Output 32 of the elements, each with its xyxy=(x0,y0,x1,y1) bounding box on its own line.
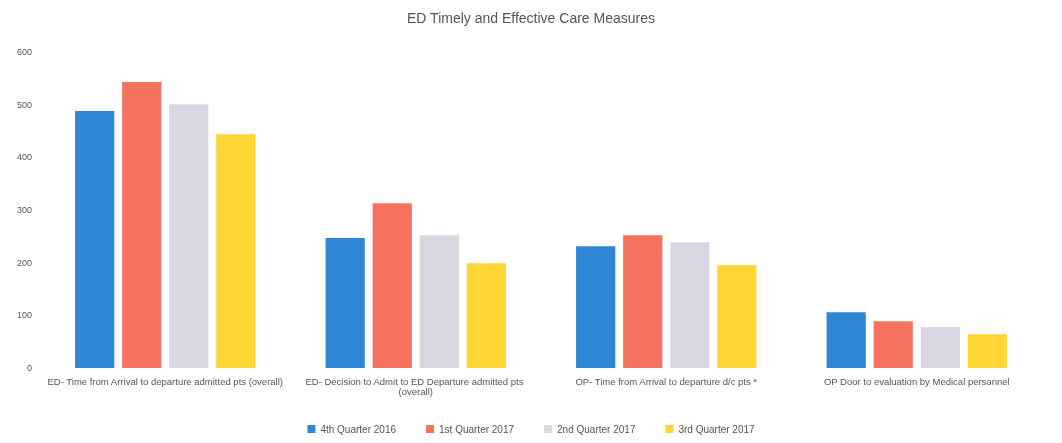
y-tick-label: 100 xyxy=(16,310,32,321)
bar xyxy=(826,312,866,368)
legend-label: 1st Quarter 2017 xyxy=(439,423,515,435)
bar xyxy=(920,326,960,368)
legend-label: 2nd Quarter 2017 xyxy=(557,423,636,435)
y-tick-label: 400 xyxy=(16,152,32,163)
bar xyxy=(169,104,209,368)
bar xyxy=(75,110,115,368)
bar xyxy=(325,237,365,368)
x-tick-label: OP Door to evaluation by Medical personnel xyxy=(823,375,1010,387)
bar xyxy=(372,203,412,368)
chart-title: ED Timely and Effective Care Measures xyxy=(407,10,655,26)
x-tick-label: OP- Time from Arrival to departure d/c pts * xyxy=(575,375,758,387)
bar xyxy=(216,134,256,368)
y-tick-label: 500 xyxy=(16,99,32,110)
y-tick-label: 200 xyxy=(16,257,32,268)
bar xyxy=(419,235,459,368)
bar xyxy=(873,321,913,368)
x-tick-label: ED- Decision to Admit to ED Departure admitted pts (overall) xyxy=(305,375,527,397)
bar xyxy=(122,82,162,368)
bar xyxy=(466,263,506,368)
x-tick-label: ED- Time from Arrival to departure admitted pts (overall) xyxy=(47,375,283,387)
legend-label: 3rd Quarter 2017 xyxy=(678,423,756,435)
legend-label: 4th Quarter 2016 xyxy=(320,423,397,435)
y-tick-label: 0 xyxy=(26,363,32,373)
bar xyxy=(670,242,710,368)
y-tick-label: 300 xyxy=(16,205,32,215)
bar xyxy=(623,235,663,368)
y-tick-label: 600 xyxy=(16,47,32,57)
bar xyxy=(576,246,616,368)
bar xyxy=(967,334,1007,368)
bar xyxy=(717,265,757,368)
